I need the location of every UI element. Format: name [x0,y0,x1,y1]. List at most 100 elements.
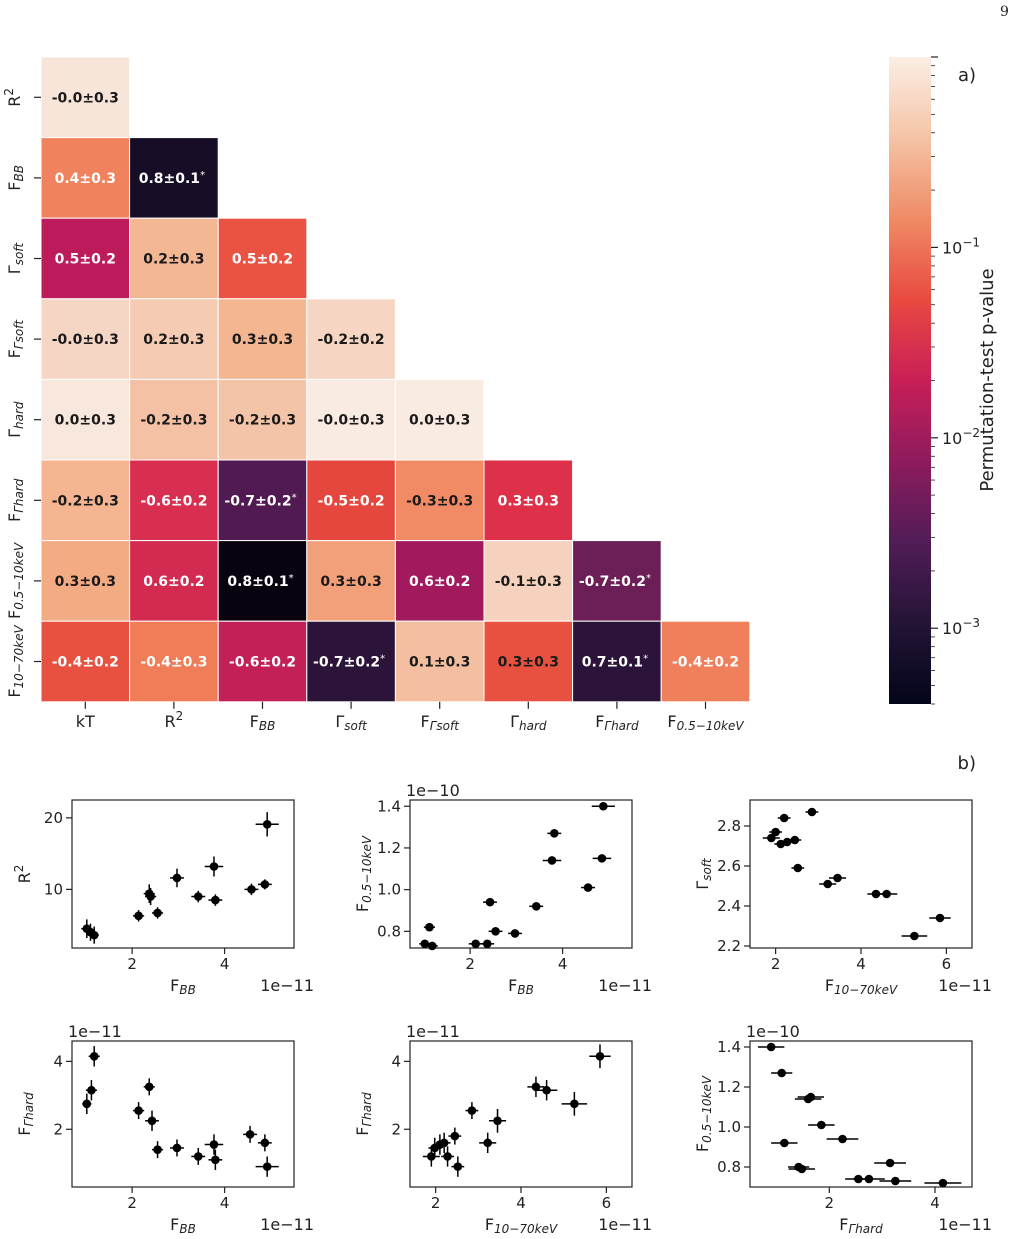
data-point [790,835,800,845]
heatmap-cell-6-5 [483,540,574,622]
data-point [864,1174,874,1184]
data-point [780,1138,789,1148]
data-point [938,1178,948,1188]
data-point [471,939,480,949]
row-label: F0.5−10keV [5,542,26,619]
y-tick-label: 4 [391,1052,401,1070]
cell-value-label: -0.0±0.3 [52,90,119,106]
heatmap-cell-7-6 [572,620,662,703]
y-tick-label: 2.8 [717,817,741,835]
heatmap-cell-5-3 [306,459,396,542]
data-point [482,939,492,949]
data-point [485,897,495,907]
cell-value-label: -0.7±0.2* [313,653,385,671]
data-point [134,911,143,921]
cell-value-label: -0.2±0.3 [52,493,119,509]
cell-value-label: -0.4±0.3 [140,655,207,671]
cell-value-label: 0.4±0.3 [55,171,116,187]
x-offset-label: 1e−11 [260,1215,314,1234]
heatmap-cell-6-3 [306,540,396,622]
cell-value-label: 0.3±0.3 [498,655,559,671]
y-offset-label: 1e−11 [68,1022,122,1041]
data-point [247,885,256,894]
data-point [885,1158,895,1168]
cell-value-label: 0.6±0.2 [143,574,204,590]
cell-value-label: -0.2±0.3 [140,413,207,429]
data-point [420,939,430,949]
row-label: FBB [5,165,26,191]
data-point [838,1134,847,1144]
data-point [450,1131,460,1141]
y-axis-label: Γsoft [693,857,714,890]
cell-value-label: -0.7±0.2* [224,492,296,510]
x-tick-label: 6 [942,955,952,973]
data-point [82,1099,92,1109]
cell-value-label: 0.1±0.3 [409,655,470,671]
scatter-panel-6: 2 4 0.8 1.0 1.2 1.4 FΓhard F0.5−10keV 1e−11 1e−10 [693,1022,992,1236]
heatmap-cell-4-1 [129,378,219,461]
y-tick-label: 2.6 [717,857,741,875]
y-tick-label: 0.8 [377,922,401,940]
data-point [817,1120,826,1130]
x-axis-label: FBB [508,976,534,997]
data-point [427,1152,436,1161]
cell-value-label: 0.3±0.3 [55,574,116,590]
row-label: FΓhard [5,478,26,522]
data-point [453,1162,463,1171]
heatmap-cell-3-3 [306,298,396,380]
row-label: R2 [2,88,24,107]
data-point [583,883,593,892]
data-point [570,1099,579,1109]
scatter-panel-3: 2 4 6 2.2 2.4 2.6 2.8 F10−70keV Γsoft 1e−11 [693,799,992,997]
x-tick-label: 6 [602,1194,612,1212]
heatmap-cell-6-1 [129,540,219,622]
cell-value-label: -0.0±0.3 [318,413,385,429]
cell-value-label: -0.6±0.2 [140,493,207,509]
y-tick-label: 10 [44,880,63,898]
data-point [89,1051,99,1061]
heatmap-cell-7-4 [394,620,485,703]
data-point [89,930,99,940]
colorbar: 10−1 10−2 10−3 Permutation-test p-value [889,56,998,705]
heatmap-cell-5-5 [483,459,574,542]
cell-value-label: -0.7±0.2* [579,572,651,590]
plot-frame [749,1040,973,1188]
data-point [882,889,891,899]
y-tick-label: 2 [391,1120,401,1138]
col-label: F0.5−10keV [667,712,744,733]
y-tick-label: 2.2 [717,937,741,955]
cell-value-label: 0.5±0.2 [55,252,116,268]
data-point [439,1138,449,1148]
heatmap-cell-6-6 [572,540,662,622]
cell-value-label: 0.7±0.1* [582,653,648,671]
data-point [172,1143,182,1153]
heatmap-cell-1-0 [40,137,131,219]
scatter-panel-1: 2 4 10 20 FBB R2 1e−11 [12,799,314,997]
data-point [245,1130,255,1139]
data-point [427,941,437,951]
cell-value-label: 0.6±0.2 [409,574,470,590]
col-label: Γsoft [335,712,368,733]
x-tick-label: 4 [558,955,568,973]
heatmap-cell-5-2 [217,459,308,542]
y-tick-label: 2 [53,1120,63,1138]
data-point [767,833,776,843]
plot-frame [409,1040,633,1188]
data-point [443,1152,452,1161]
cell-value-label: -0.6±0.2 [229,655,296,671]
cell-value-label: 0.5±0.2 [232,252,293,268]
heatmap-cell-5-4 [394,459,485,542]
data-point [531,902,541,911]
data-point [193,1152,203,1161]
data-point [147,1116,157,1126]
cell-value-label: 0.2±0.3 [143,252,204,268]
col-label: Γhard [510,712,547,733]
x-tick-label: 2 [825,1194,835,1212]
col-label: R2 [165,709,184,731]
heatmap-cell-7-7 [660,620,751,703]
col-label: FBB [250,712,276,733]
x-axis-label: F10−70keV [825,976,898,997]
y-tick-label: 1.2 [377,839,401,857]
cell-value-label: 0.3±0.3 [498,493,559,509]
data-point [209,1140,219,1149]
